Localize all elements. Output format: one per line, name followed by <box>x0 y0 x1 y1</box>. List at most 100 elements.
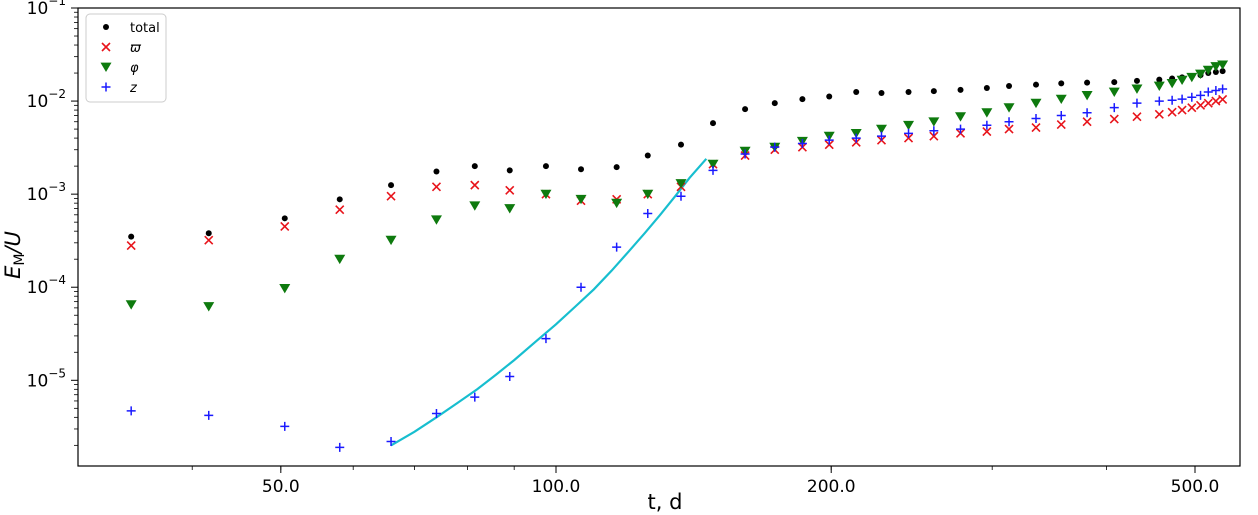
data-point-varpi <box>1211 96 1221 106</box>
data-point-phi <box>385 235 397 246</box>
data-point-total <box>678 141 685 148</box>
data-point-z <box>1218 84 1228 94</box>
data-point-z <box>1196 90 1206 100</box>
y-tick-label: 10−5 <box>27 366 66 391</box>
data-point-total <box>799 96 806 103</box>
data-point-total <box>128 233 135 240</box>
legend-marker <box>103 24 109 30</box>
data-point-phi <box>334 254 346 265</box>
data-point-z <box>824 135 834 145</box>
fit-line <box>390 158 708 447</box>
data-point-phi <box>611 198 623 209</box>
data-point-phi <box>430 215 442 225</box>
y-tick-base: 10 <box>27 371 49 391</box>
data-point-z <box>505 371 515 381</box>
data-point-z <box>904 128 914 138</box>
y-tick-base: 10 <box>27 185 49 205</box>
data-point-total <box>1006 83 1013 90</box>
data-point-varpi <box>1109 114 1119 124</box>
data-point-phi <box>875 124 887 135</box>
axes-layer: 50.0 100.0 200.0 500.010−510−410−310−210−1 <box>27 0 1220 497</box>
data-point-phi <box>504 204 516 214</box>
data-point-z <box>929 126 939 136</box>
legend-marker <box>101 42 111 52</box>
data-point-z <box>851 133 861 143</box>
data-point-phi <box>469 201 481 211</box>
data-point-total <box>542 163 549 170</box>
data-point-z <box>708 165 718 175</box>
data-point-total <box>1212 69 1219 76</box>
data-point-total <box>710 120 717 127</box>
data-point-z <box>770 142 780 152</box>
data-point-total <box>742 106 749 113</box>
data-point-z <box>1211 85 1221 95</box>
y-tick-label: 10−4 <box>27 273 66 298</box>
data-point-total <box>905 89 912 96</box>
data-point-varpi <box>470 180 480 190</box>
y-tick-label: 10−2 <box>27 87 66 112</box>
y-tick-exponent: −4 <box>48 273 66 287</box>
data-point-varpi <box>1177 105 1187 115</box>
data-point-phi <box>928 117 940 127</box>
data-point-varpi <box>386 191 396 201</box>
data-point-phi <box>540 189 552 200</box>
data-point-phi <box>1003 103 1015 113</box>
data-point-total <box>983 85 990 92</box>
y-tick-exponent: −5 <box>48 366 66 380</box>
data-point-total <box>433 168 440 175</box>
data-point-phi <box>1166 78 1178 89</box>
y-tick-base: 10 <box>27 0 49 19</box>
data-point-varpi <box>431 182 442 192</box>
data-point-varpi <box>1195 100 1206 110</box>
data-point-z <box>1203 87 1213 97</box>
data-point-varpi <box>1218 94 1228 105</box>
data-point-total <box>1033 81 1040 88</box>
y-tick-label: 10−3 <box>27 180 66 205</box>
data-point-varpi <box>903 133 914 143</box>
data-point-varpi <box>1187 103 1197 113</box>
data-point-varpi <box>982 127 992 137</box>
data-point-phi <box>1081 91 1093 101</box>
y-tick-base: 10 <box>27 92 49 112</box>
data-point-total <box>1084 79 1091 86</box>
data-point-varpi <box>1154 109 1164 119</box>
legend-label: total <box>130 21 160 36</box>
data-point-z <box>126 406 136 416</box>
data-point-varpi <box>1132 112 1142 122</box>
plot-frame <box>77 7 1241 467</box>
y-axis-label: EM/U <box>1 231 28 279</box>
data-point-varpi <box>1167 107 1177 117</box>
data-point-varpi <box>126 241 136 251</box>
data-point-total <box>1111 79 1118 86</box>
data-point-z <box>740 149 750 159</box>
data-point-z <box>576 282 586 292</box>
legend-marker <box>100 62 112 72</box>
data-point-total <box>1219 68 1226 75</box>
data-point-total <box>506 167 513 174</box>
data-point-phi <box>1055 94 1067 105</box>
data-point-total <box>205 230 212 237</box>
data-point-z <box>1031 113 1041 123</box>
legend-label: ϖ <box>130 41 142 56</box>
data-point-z <box>386 436 396 446</box>
x-tick-label: 50.0 <box>262 477 300 497</box>
fit-line-layer <box>390 158 708 447</box>
data-point-phi <box>1217 60 1229 70</box>
data-point-phi <box>125 300 137 310</box>
data-point-phi <box>1195 69 1207 80</box>
data-point-z <box>1154 96 1164 106</box>
y-axis-label-denominator: /U <box>1 231 25 255</box>
data-point-z <box>1004 117 1014 127</box>
data-point-total <box>1133 77 1140 84</box>
x-tick-label: 100.0 <box>532 477 581 497</box>
y-tick-exponent: −1 <box>48 0 66 8</box>
y-tick-exponent: −2 <box>48 87 66 101</box>
data-point-z <box>612 242 622 252</box>
data-point-z <box>1109 103 1119 113</box>
data-point-z <box>335 442 345 452</box>
data-point-phi <box>203 302 215 312</box>
data-point-varpi <box>1004 124 1014 134</box>
data-point-z <box>1167 95 1177 105</box>
data-point-z <box>956 124 966 134</box>
data-point-z <box>1056 110 1066 120</box>
